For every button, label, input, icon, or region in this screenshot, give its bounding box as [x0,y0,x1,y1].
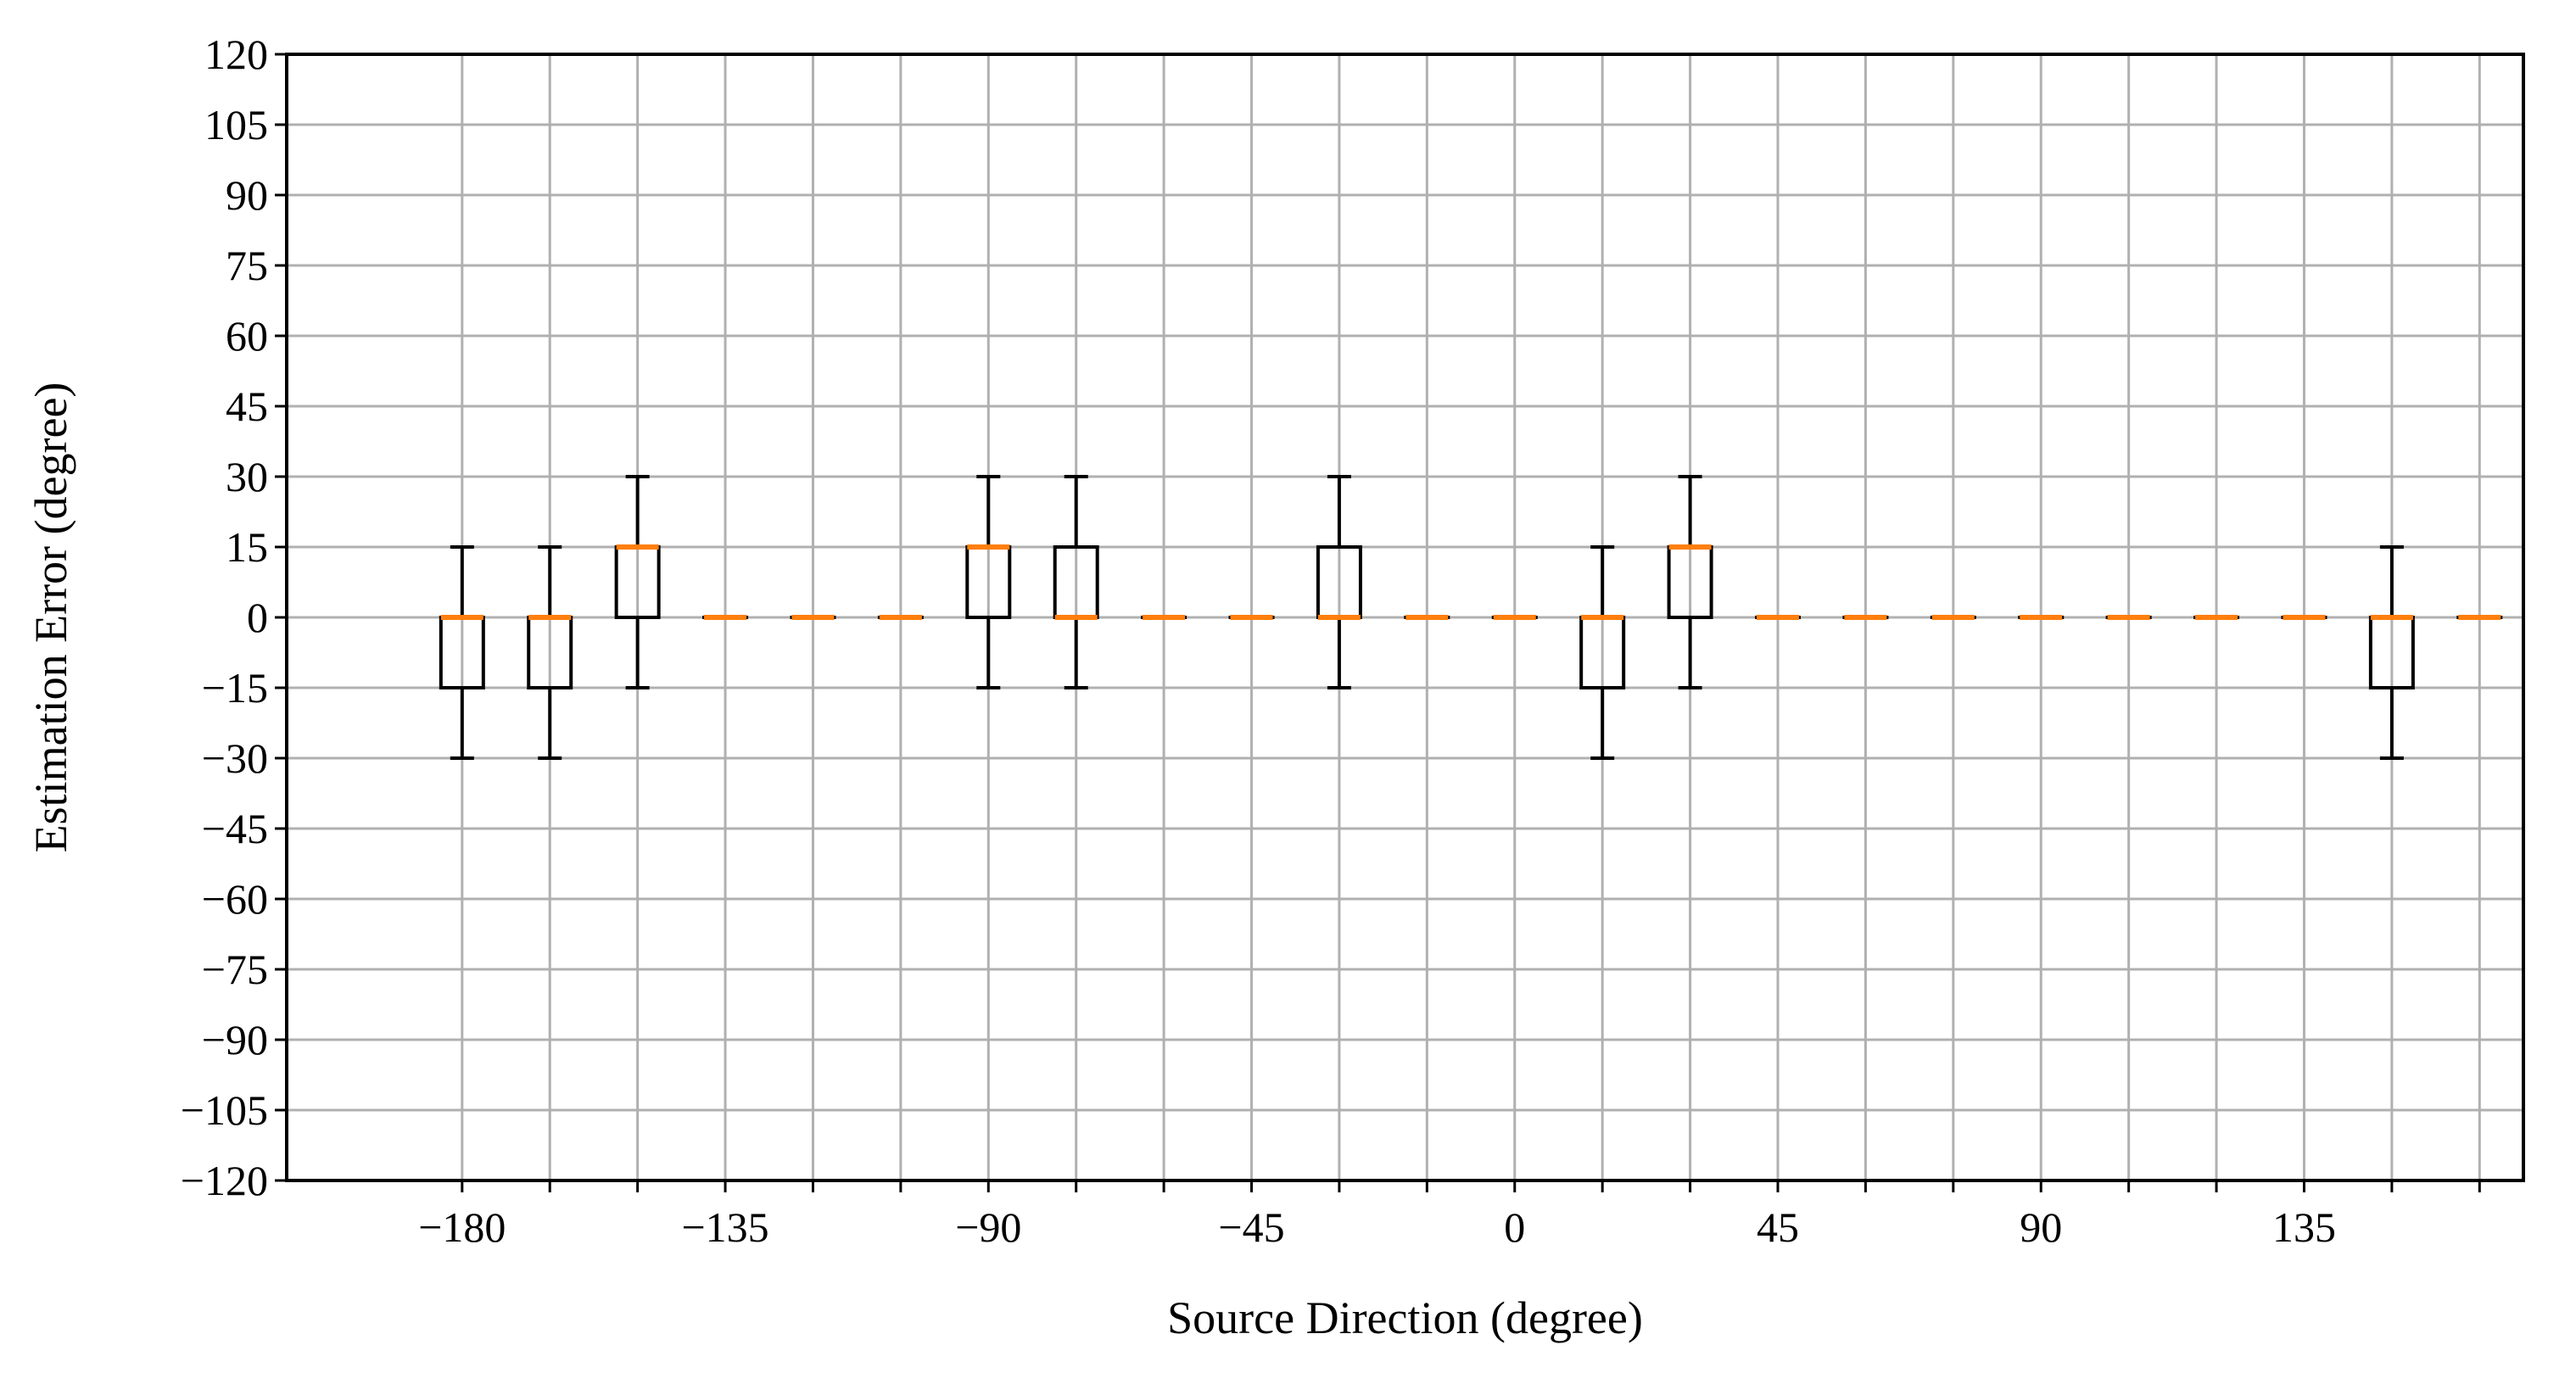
boxes-layer [439,475,2503,760]
x-tick-label: −180 [418,1203,506,1251]
y-tick-label: −15 [202,664,268,712]
y-tick-label: −30 [202,734,268,782]
x-tick-label: 135 [2272,1203,2336,1251]
box-plot-item [1053,475,1099,689]
y-tick-label: −60 [202,875,268,923]
x-tick-label: 90 [2020,1203,2062,1251]
x-tick-label: −90 [955,1203,1021,1251]
y-axis-label: Estimation Error (degree) [25,382,76,853]
y-tick-label: −45 [202,805,268,852]
y-tick-label: 120 [204,31,268,78]
x-tick-label: −135 [681,1203,768,1251]
axis-ticks: −120 −105 −90 −75 −60 −45 −30 −15 0 15 30 45 60 75 90 1… [181,31,2481,1251]
y-tick-label: 45 [226,382,268,430]
box-plot-item [2368,545,2415,760]
box-plot-item [527,545,573,760]
y-tick-label: −90 [202,1016,268,1063]
box-plot-item [1316,475,1362,689]
box-plot-item [439,545,485,760]
y-tick-label: 15 [226,523,268,571]
box-plot-item [1667,475,1713,689]
y-tick-label: −105 [181,1086,268,1134]
x-tick-label: −45 [1218,1203,1284,1251]
y-tick-label: −75 [202,946,268,993]
y-tick-label: 0 [247,594,268,641]
x-tick-label: 45 [1757,1203,1799,1251]
y-tick-label: 90 [226,171,268,219]
x-tick-label: 0 [1504,1203,1525,1251]
box-plot-item [614,475,661,689]
y-tick-label: −120 [181,1157,268,1204]
y-tick-label: 105 [204,101,268,148]
y-tick-label: 75 [226,242,268,289]
box-plot-item [965,475,1012,689]
y-tick-label: 30 [226,453,268,500]
box-plot-item [1579,545,1626,760]
x-axis-label: Source Direction (degree) [1167,1292,1643,1343]
y-tick-label: 60 [226,312,268,360]
